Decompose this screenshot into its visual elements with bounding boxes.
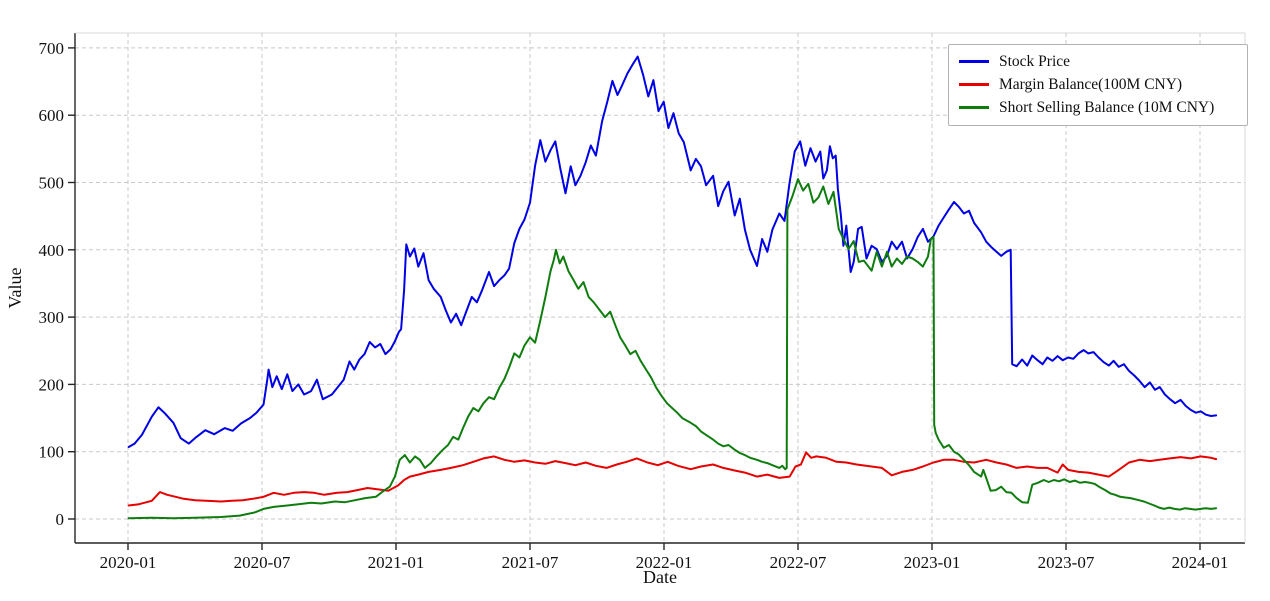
y-tick-label-0: 0 [56, 510, 65, 529]
legend-item-stock-price: Stock Price [959, 52, 1235, 71]
x-tick-label-2020-01: 2020-01 [100, 553, 157, 572]
legend-label: Short Selling Balance (10M CNY) [999, 98, 1215, 116]
x-tick-label-2023-07: 2023-07 [1038, 553, 1095, 572]
x-tick-label-2024-01: 2024-01 [1172, 553, 1229, 572]
y-tick-label-600: 600 [39, 106, 65, 125]
margin-balance-line-swatch [959, 83, 989, 86]
x-tick-label-2021-07: 2021-07 [502, 553, 559, 572]
x-tick-label-2022-07: 2022-07 [770, 553, 827, 572]
series-line-margin-balance-100m-cny [127, 451, 1218, 507]
legend-item-short-selling-balance: Short Selling Balance (10M CNY) [959, 98, 1235, 117]
x-tick-label-2023-01: 2023-01 [904, 553, 961, 572]
data-series [127, 55, 1218, 520]
series-line-stock-price [127, 55, 1218, 448]
y-tick-label-700: 700 [39, 39, 65, 58]
x-tick-label-2022-01: 2022-01 [636, 553, 693, 572]
stock-price-line-swatch [959, 60, 989, 63]
y-tick-label-200: 200 [39, 375, 65, 394]
y-tick-label-100: 100 [39, 443, 65, 462]
y-tick-label-400: 400 [39, 241, 65, 260]
legend-label: Margin Balance(100M CNY) [999, 75, 1183, 93]
y-axis-label: Value [5, 267, 25, 308]
legend-item-margin-balance: Margin Balance(100M CNY) [959, 75, 1235, 94]
x-tick-label-2020-07: 2020-07 [234, 553, 291, 572]
legend-label: Stock Price [999, 52, 1071, 70]
y-tick-label-500: 500 [39, 174, 65, 193]
series-line-short-selling-balance-10m-cny [127, 178, 1218, 520]
x-axis-label: Date [643, 567, 677, 587]
tick-labels: 2020-01 2020-07 2021-01 2021-07 2022-01 2022-… [39, 39, 1229, 572]
legend: Stock Price Margin Balance(100M CNY) Sho… [948, 44, 1248, 126]
x-tick-label-2021-01: 2021-01 [368, 553, 425, 572]
short-selling-balance-line-swatch [959, 106, 989, 109]
y-tick-label-300: 300 [39, 308, 65, 327]
